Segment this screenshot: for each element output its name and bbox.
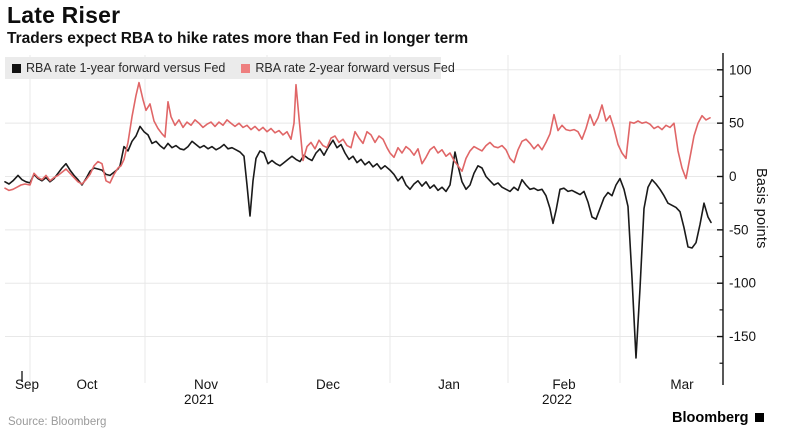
y-tick-label: 50: [729, 116, 744, 131]
page-subtitle: Traders expect RBA to hike rates more th…: [7, 30, 469, 47]
y-tick-label: -150: [729, 329, 756, 344]
y-tick-label: -100: [729, 276, 756, 291]
source-note: Source: Bloomberg: [8, 416, 107, 428]
series-line-2yr-red: [4, 81, 711, 192]
legend-item-2yr: RBA rate 2-year forward versus Fed: [241, 61, 455, 75]
chart-legend: RBA rate 1-year forward versus Fed RBA r…: [5, 57, 455, 79]
x-year-label: 2021: [184, 392, 214, 407]
x-month-label: Sep: [15, 377, 39, 392]
x-month-label: Oct: [76, 377, 97, 392]
y-tick-label: -50: [729, 222, 749, 237]
y-axis-title: Basis points: [753, 168, 769, 249]
x-year-label: 2022: [542, 392, 572, 407]
y-tick-label: 0: [729, 169, 737, 184]
x-month-label: Mar: [670, 377, 694, 392]
legend-item-1yr: RBA rate 1-year forward versus Fed: [12, 61, 225, 75]
x-month-label: Nov: [194, 377, 218, 392]
x-month-label: Jan: [438, 377, 460, 392]
bloomberg-square-icon: [754, 413, 764, 422]
series-line-1yr-black: [4, 125, 712, 359]
legend-label-2yr: RBA rate 2-year forward versus Fed: [255, 61, 455, 75]
y-tick-label: 100: [729, 62, 752, 77]
page-title: Late Riser: [7, 2, 121, 28]
bloomberg-watermark: Bloomberg: [672, 410, 764, 426]
legend-swatch-black: [12, 63, 21, 73]
x-month-label: Feb: [552, 377, 575, 392]
legend-swatch-red: [241, 63, 251, 73]
bloomberg-watermark-text: Bloomberg: [672, 410, 749, 426]
x-month-label: Dec: [316, 377, 340, 392]
legend-label-1yr: RBA rate 1-year forward versus Fed: [26, 61, 226, 75]
